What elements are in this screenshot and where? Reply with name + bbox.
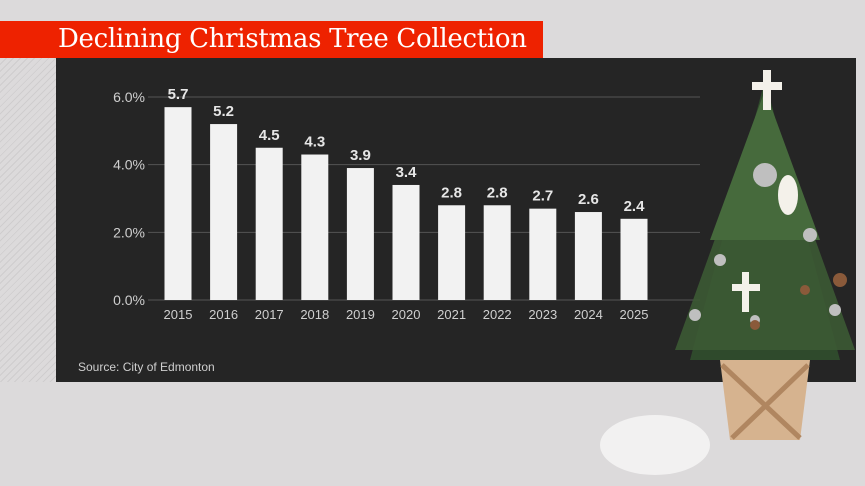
y-tick-label: 2.0% bbox=[113, 224, 145, 240]
data-label: 2.8 bbox=[441, 184, 462, 201]
x-tick-label: 2018 bbox=[300, 307, 329, 322]
x-tick-label: 2023 bbox=[528, 307, 557, 322]
bar-2025 bbox=[620, 218, 648, 300]
data-label: 2.8 bbox=[487, 184, 508, 201]
shadow bbox=[600, 415, 710, 475]
data-label: 5.7 bbox=[168, 86, 189, 103]
bar-2024 bbox=[574, 212, 602, 300]
data-label: 4.3 bbox=[304, 134, 325, 151]
bar-2016 bbox=[210, 124, 238, 300]
data-label: 3.4 bbox=[396, 164, 418, 181]
source-note: Source: City of Edmonton bbox=[78, 360, 215, 374]
y-tick-label: 4.0% bbox=[113, 157, 145, 173]
bar-2023 bbox=[529, 208, 557, 300]
chart-title: Declining Christmas Tree Collection bbox=[58, 24, 527, 54]
data-label: 4.5 bbox=[259, 127, 280, 144]
x-tick-label: 2022 bbox=[483, 307, 512, 322]
x-tick-label: 2019 bbox=[346, 307, 375, 322]
bar-2021 bbox=[438, 205, 466, 300]
x-tick-label: 2016 bbox=[209, 307, 238, 322]
hatched-background bbox=[0, 58, 56, 382]
x-tick-label: 2024 bbox=[574, 307, 603, 322]
x-tick-label: 2020 bbox=[392, 307, 421, 322]
x-tick-label: 2021 bbox=[437, 307, 466, 322]
data-label: 2.4 bbox=[624, 198, 646, 215]
bar-2022 bbox=[483, 205, 511, 300]
y-tick-label: 6.0% bbox=[113, 89, 145, 105]
data-label: 3.9 bbox=[350, 147, 371, 164]
bar-2017 bbox=[255, 147, 283, 300]
title-banner: Declining Christmas Tree Collection bbox=[0, 21, 543, 58]
x-tick-label: 2017 bbox=[255, 307, 284, 322]
bar-2015 bbox=[164, 107, 192, 301]
data-label: 2.7 bbox=[532, 188, 553, 205]
y-tick-label: 0.0% bbox=[113, 292, 145, 308]
bar-2020 bbox=[392, 184, 420, 300]
data-label: 5.2 bbox=[213, 103, 234, 120]
christmas-tree-image bbox=[675, 70, 855, 440]
bar-2018 bbox=[301, 154, 329, 300]
bar-2019 bbox=[346, 168, 374, 300]
data-label: 2.6 bbox=[578, 191, 599, 208]
x-tick-label: 2015 bbox=[164, 307, 193, 322]
x-tick-label: 2025 bbox=[620, 307, 649, 322]
